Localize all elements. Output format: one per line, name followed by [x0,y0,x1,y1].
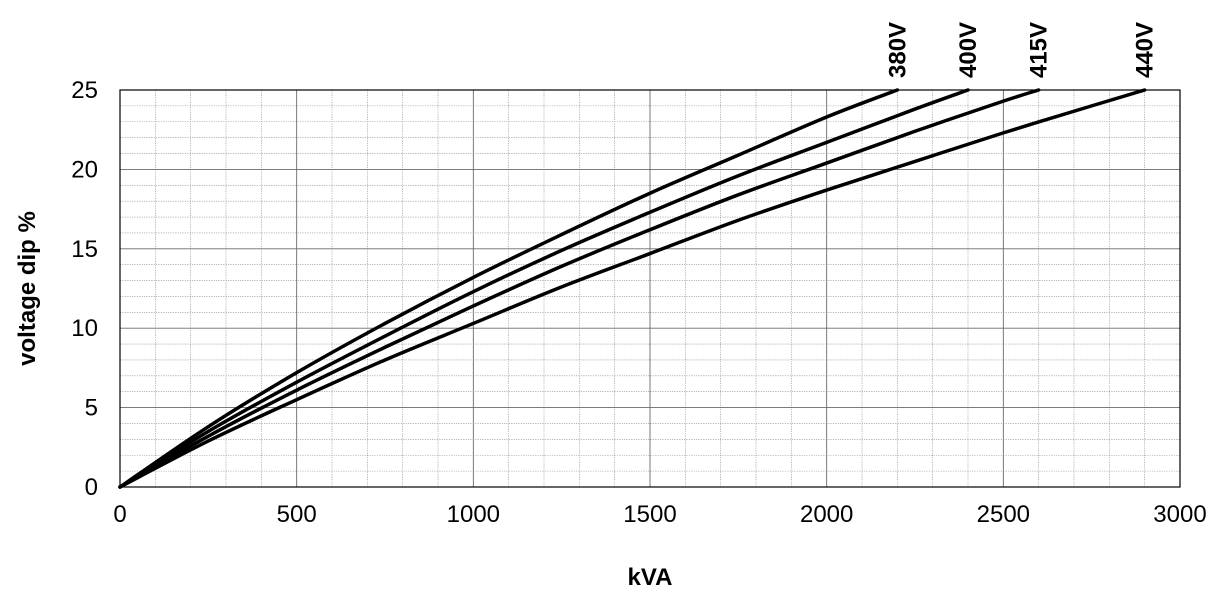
series-label-415v: 415V [1026,22,1053,78]
y-tick-label: 20 [71,156,98,183]
y-tick-label: 10 [71,315,98,342]
y-tick-label: 15 [71,236,98,263]
x-axis-ticks: 0 500 1000 1500 2000 2500 3000 [113,501,1206,528]
series-line-415v [118,88,1041,489]
y-tick-label: 25 [71,77,98,104]
series-labels: 380V 400V 415V 440V [884,22,1158,78]
series-label-400v: 400V [955,22,982,78]
plot-area [119,89,1181,488]
y-tick-label: 5 [85,395,98,422]
x-tick-label: 500 [277,501,317,528]
series-line-380v [118,88,900,489]
series-line-440v [118,88,1147,489]
x-tick-label: 1000 [447,501,500,528]
y-axis-title: voltage dip % [14,211,41,366]
y-tick-label: 0 [85,474,98,501]
y-axis-ticks: 0 5 10 15 20 25 [71,77,98,501]
series-label-380v: 380V [884,22,911,78]
series-lines [118,88,1147,489]
x-tick-label: 1500 [623,501,676,528]
x-axis-title: kVA [628,564,673,591]
x-tick-label: 0 [113,501,126,528]
series-label-440v: 440V [1132,22,1159,78]
x-tick-label: 2500 [977,501,1030,528]
grid [119,89,1181,488]
x-tick-label: 2000 [800,501,853,528]
x-tick-label: 3000 [1153,501,1206,528]
series-line-400v [118,88,970,489]
